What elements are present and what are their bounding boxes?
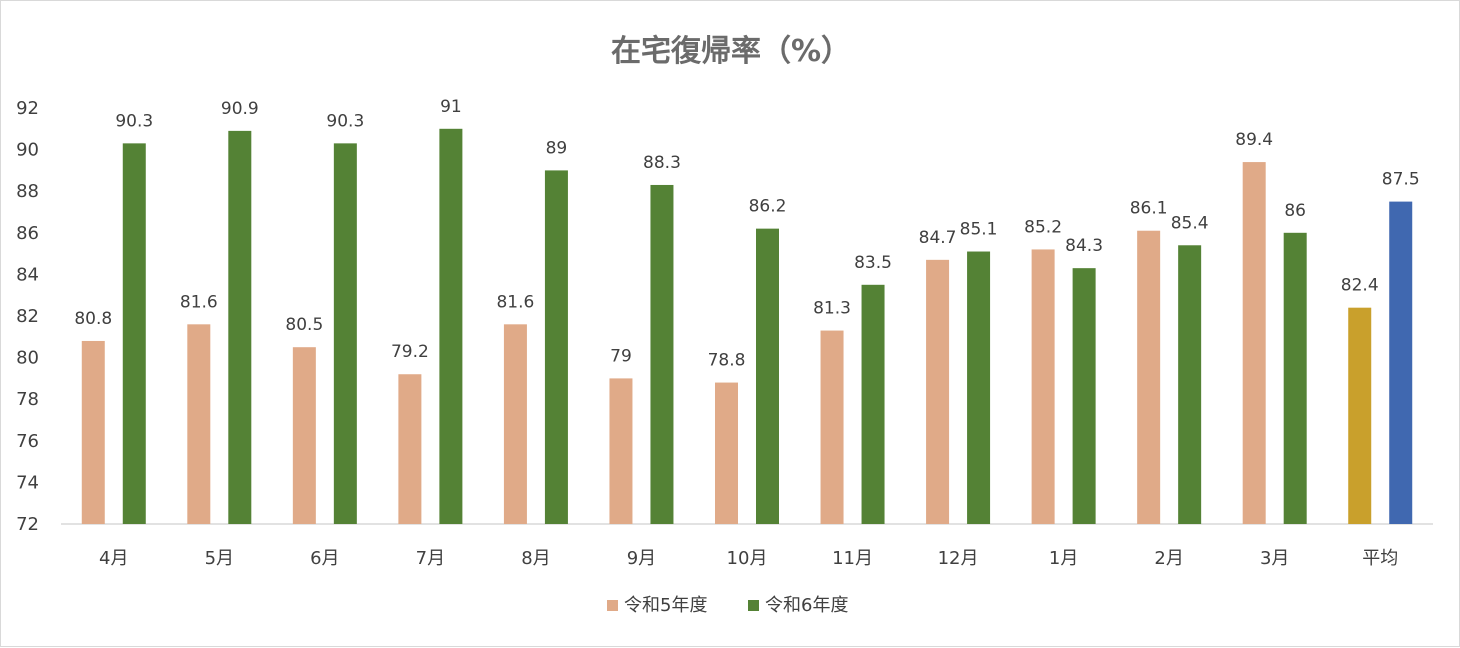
bar-reiwa6 [861,284,885,524]
data-label: 87.5 [1382,170,1420,190]
data-label: 89.4 [1235,130,1273,150]
y-tick-label: 78 [16,389,39,410]
data-label: 86.1 [1130,199,1168,219]
bar-reiwa6 [1178,245,1202,524]
data-label: 90.3 [326,111,364,131]
data-label: 78.8 [708,351,746,371]
data-label: 91 [440,97,462,117]
data-label: 81.3 [813,299,851,319]
bar-reiwa6 [967,251,991,524]
y-tick-label: 76 [16,431,39,452]
legend-label-reiwa5: 令和5年度 [624,595,707,616]
x-tick-label: 10月 [727,548,768,569]
data-label: 84.3 [1065,236,1103,256]
chart-title: 在宅復帰率（%） [611,34,851,69]
data-label: 90.9 [221,99,259,119]
x-tick-label: 2月 [1154,548,1183,569]
bar-reiwa6 [228,130,252,524]
y-tick-label: 84 [16,264,39,285]
y-tick-label: 72 [16,514,39,535]
data-label: 84.7 [919,228,957,248]
data-label: 86 [1284,201,1306,221]
y-tick-label: 82 [16,306,39,327]
bar-reiwa6 [122,143,146,525]
y-tick-label: 80 [16,348,39,369]
y-tick-label: 86 [16,223,39,244]
data-label: 88.3 [643,153,681,173]
bar-reiwa6 [333,143,357,525]
y-tick-label: 88 [16,181,39,202]
x-tick-label: 8月 [521,548,550,569]
bar-reiwa5 [1137,230,1161,524]
bar-reiwa5 [292,347,316,524]
bars [81,128,1413,525]
bar-reiwa6 [1283,232,1307,525]
x-tick-label: 9月 [627,548,656,569]
data-label: 83.5 [854,253,892,273]
bar-reiwa6 [1389,201,1413,524]
bar-reiwa5 [1031,249,1055,524]
bar-reiwa5 [1348,307,1372,524]
bar-reiwa6 [650,184,674,524]
data-label: 81.6 [496,292,534,312]
bar-reiwa5 [503,324,527,524]
x-tick-label: 4月 [99,548,128,569]
legend: 令和5年度 令和6年度 [607,595,848,616]
data-label: 85.1 [960,220,998,240]
legend-label-reiwa6: 令和6年度 [765,595,848,616]
x-tick-label: 3月 [1260,548,1289,569]
data-label: 85.2 [1024,217,1062,237]
data-label: 80.8 [74,309,112,329]
data-label: 89 [546,138,568,158]
data-labels: 80.8 90.3 81.6 90.9 80.5 90.3 79.2 91 81.6 89 79 88… [74,97,1419,371]
y-axis-ticks: 72 74 76 78 80 82 84 86 88 90 92 [16,98,39,535]
x-tick-label: 1月 [1049,548,1078,569]
data-label: 79 [610,346,632,366]
data-label: 82.4 [1341,276,1379,296]
y-tick-label: 74 [16,472,39,493]
x-tick-label: 7月 [416,548,445,569]
bar-reiwa5 [926,259,950,524]
data-label: 90.3 [115,111,153,131]
bar-reiwa5 [1242,162,1266,524]
data-label: 81.6 [180,292,218,312]
y-tick-label: 90 [16,140,39,161]
bar-reiwa5 [81,340,105,524]
bar-reiwa6 [544,170,568,524]
x-tick-label: 12月 [938,548,979,569]
x-axis-ticks: 4月 5月 6月 7月 8月 9月 10月 11月 12月 1月 2月 3月 平均 [99,548,1398,569]
x-tick-label: 5月 [205,548,234,569]
data-label: 86.2 [749,197,787,217]
y-tick-label: 92 [16,98,39,119]
bar-reiwa6 [756,228,779,524]
bar-reiwa5 [398,374,422,524]
x-tick-label: 6月 [310,548,339,569]
data-label: 79.2 [391,342,429,362]
data-label: 80.5 [285,315,323,335]
x-tick-label: 平均 [1362,548,1398,569]
x-tick-label: 11月 [832,548,873,569]
data-label: 85.4 [1171,213,1209,233]
legend-swatch-reiwa5 [607,600,618,611]
bar-reiwa5 [820,330,844,524]
bar-reiwa5 [187,324,211,524]
bar-reiwa5 [715,382,738,524]
bar-reiwa6 [1072,268,1096,524]
bar-reiwa6 [439,128,463,525]
legend-swatch-reiwa6 [748,600,759,611]
bar-reiwa5 [609,378,633,524]
